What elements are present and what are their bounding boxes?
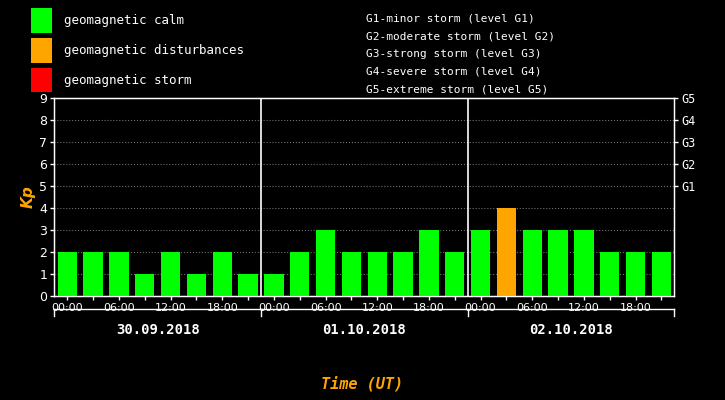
Bar — [600, 252, 619, 296]
Bar — [161, 252, 181, 296]
FancyBboxPatch shape — [31, 38, 52, 62]
Bar — [574, 230, 594, 296]
Bar — [419, 230, 439, 296]
Bar — [523, 230, 542, 296]
FancyBboxPatch shape — [31, 68, 52, 92]
Text: 01.10.2018: 01.10.2018 — [323, 322, 406, 336]
Bar — [316, 230, 335, 296]
Text: geomagnetic disturbances: geomagnetic disturbances — [65, 44, 244, 57]
Bar — [109, 252, 128, 296]
Bar — [135, 274, 154, 296]
Text: G1-minor storm (level G1): G1-minor storm (level G1) — [366, 14, 535, 24]
Text: 30.09.2018: 30.09.2018 — [116, 322, 199, 336]
Bar — [445, 252, 465, 296]
Text: G4-severe storm (level G4): G4-severe storm (level G4) — [366, 67, 542, 77]
Text: G3-strong storm (level G3): G3-strong storm (level G3) — [366, 49, 542, 59]
Bar — [212, 252, 232, 296]
Bar — [187, 274, 206, 296]
FancyBboxPatch shape — [31, 8, 52, 33]
Bar — [548, 230, 568, 296]
Y-axis label: Kp: Kp — [20, 186, 36, 208]
Bar — [264, 274, 283, 296]
Text: Time (UT): Time (UT) — [321, 376, 404, 392]
Bar — [394, 252, 413, 296]
Text: geomagnetic calm: geomagnetic calm — [65, 14, 184, 27]
Bar — [652, 252, 671, 296]
Bar — [239, 274, 258, 296]
Bar — [341, 252, 361, 296]
Text: G2-moderate storm (level G2): G2-moderate storm (level G2) — [366, 32, 555, 42]
Text: G5-extreme storm (level G5): G5-extreme storm (level G5) — [366, 84, 548, 94]
Bar — [57, 252, 77, 296]
Bar — [83, 252, 103, 296]
Text: 02.10.2018: 02.10.2018 — [529, 322, 613, 336]
Bar — [368, 252, 387, 296]
Bar — [497, 208, 516, 296]
Text: geomagnetic storm: geomagnetic storm — [65, 74, 192, 87]
Bar — [290, 252, 310, 296]
Bar — [471, 230, 490, 296]
Bar — [626, 252, 645, 296]
